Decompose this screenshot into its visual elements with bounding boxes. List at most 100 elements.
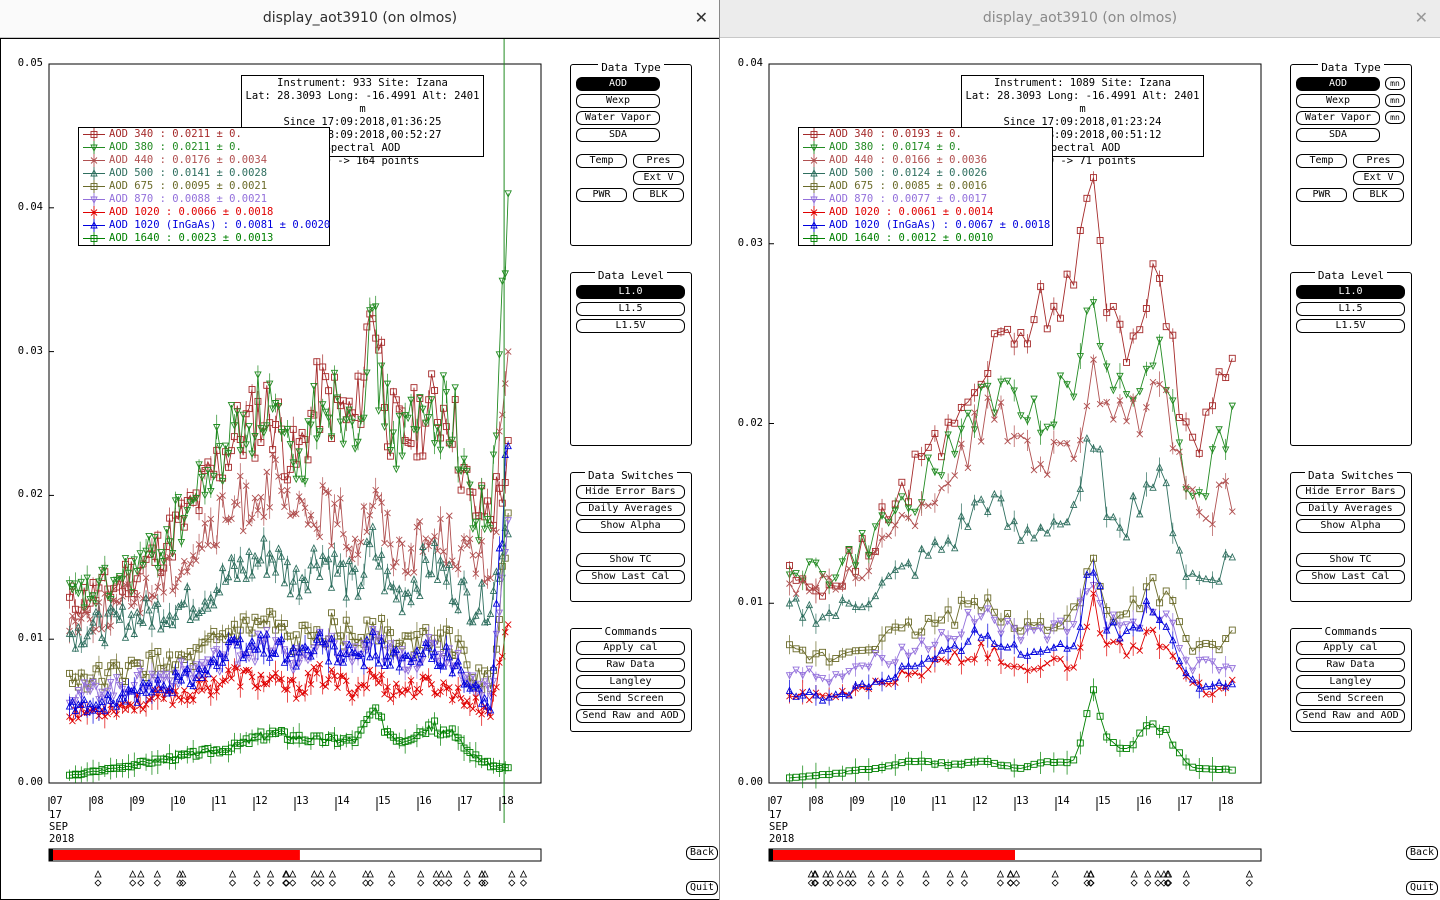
switch-button-show-tc[interactable]: Show TC — [576, 553, 685, 567]
data-type-button-pwr[interactable]: PWR — [1296, 188, 1347, 202]
data-point — [792, 570, 800, 578]
data-point — [957, 596, 965, 604]
switch-button-show-alpha[interactable]: Show Alpha — [576, 519, 685, 533]
switch-button-daily-averages[interactable]: Daily Averages — [576, 502, 685, 516]
data-point — [496, 428, 503, 435]
data-type-button-aod[interactable]: AOD — [576, 77, 660, 91]
switch-button-daily-averages[interactable]: Daily Averages — [1296, 502, 1405, 516]
command-button-langley[interactable]: Langley — [576, 675, 685, 689]
data-point — [1162, 386, 1170, 394]
back-button[interactable]: Back — [686, 846, 719, 860]
legend-series-value: : 0.0141 ± 0.0028 — [153, 167, 268, 179]
switch-button-hide-error-bars[interactable]: Hide Error Bars — [1296, 485, 1405, 499]
data-point — [785, 672, 794, 680]
data-type-button-temp[interactable]: Temp — [1296, 154, 1347, 168]
data-point — [66, 593, 73, 601]
data-type-button-pwr[interactable]: PWR — [576, 188, 627, 202]
data-point — [189, 552, 197, 559]
legend-series-value: : 0.0124 ± 0.0026 — [873, 167, 988, 179]
switch-button-hide-error-bars[interactable]: Hide Error Bars — [576, 485, 685, 499]
data-point — [378, 338, 386, 346]
mn-toggle[interactable]: mn — [1385, 77, 1405, 90]
command-button-raw-data[interactable]: Raw Data — [576, 658, 685, 672]
data-point — [1096, 342, 1104, 351]
data-point — [1122, 391, 1131, 399]
data-level-button-l15v[interactable]: L1.5V — [576, 319, 685, 333]
data-point — [825, 693, 833, 701]
command-button-raw-data[interactable]: Raw Data — [1296, 658, 1405, 672]
data-point — [295, 493, 303, 500]
data-point — [292, 564, 300, 572]
data-level-button-l15[interactable]: L1.5 — [1296, 302, 1405, 316]
data-point — [1030, 316, 1038, 324]
command-button-send-raw-and-aod[interactable]: Send Raw and AOD — [1296, 709, 1405, 723]
quit-button[interactable]: Quit — [1406, 881, 1439, 895]
data-point — [119, 593, 126, 600]
command-button-apply-cal[interactable]: Apply cal — [1296, 641, 1405, 655]
mn-toggle[interactable]: mn — [1385, 94, 1405, 107]
close-icon[interactable]: ✕ — [694, 8, 708, 27]
mn-toggle[interactable]: mn — [1385, 111, 1405, 124]
cal-marker-icon — [960, 870, 969, 887]
switch-button-show-tc[interactable]: Show TC — [1296, 553, 1405, 567]
switch-button-show-last-cal[interactable]: Show Last Cal — [1296, 570, 1405, 584]
data-point — [885, 626, 893, 634]
data-level-button-l15[interactable]: L1.5 — [576, 302, 685, 316]
legend-series-value: : 0.0077 ± 0.0017 — [873, 193, 988, 205]
data-point — [825, 608, 833, 616]
data-type-button-aod[interactable]: AOD — [1296, 77, 1380, 91]
data-point — [292, 645, 300, 653]
data-point — [71, 580, 80, 588]
legend-entry: AOD 500 : 0.0141 ± 0.0028 — [79, 167, 329, 180]
data-type-button-water-vapor[interactable]: Water Vapor — [576, 111, 660, 125]
data-point — [357, 416, 365, 424]
command-button-send-screen[interactable]: Send Screen — [1296, 692, 1405, 706]
data-type-button-water-vapor[interactable]: Water Vapor — [1296, 111, 1380, 125]
data-point — [77, 578, 86, 587]
command-button-send-screen[interactable]: Send Screen — [576, 692, 685, 706]
command-button-apply-cal[interactable]: Apply cal — [576, 641, 685, 655]
data-point — [442, 642, 451, 650]
command-button-send-raw-and-aod[interactable]: Send Raw and AOD — [576, 709, 685, 723]
data-point — [838, 650, 846, 658]
data-level-button-l15v[interactable]: L1.5V — [1296, 319, 1405, 333]
back-button[interactable]: Back — [1406, 846, 1439, 860]
data-point — [204, 541, 212, 549]
data-point — [832, 586, 840, 593]
data-point — [1036, 624, 1045, 633]
data-type-button-sda[interactable]: SDA — [1296, 128, 1380, 142]
ext-v-button[interactable]: Ext V — [1353, 171, 1404, 185]
data-point — [964, 637, 972, 645]
switch-button-show-alpha[interactable]: Show Alpha — [1296, 519, 1405, 533]
data-type-button-pres[interactable]: Pres — [633, 154, 684, 168]
data-type-button-sda[interactable]: SDA — [576, 128, 660, 142]
data-point — [1063, 517, 1071, 526]
data-point — [422, 535, 430, 542]
switch-button-show-last-cal[interactable]: Show Last Cal — [576, 570, 685, 584]
data-type-button-blk[interactable]: BLK — [633, 188, 684, 202]
data-point — [1010, 432, 1018, 440]
data-point — [475, 537, 483, 545]
data-point — [931, 468, 939, 477]
ext-v-button[interactable]: Ext V — [633, 171, 684, 185]
legend-entry: AOD 1640 : 0.0012 ± 0.0010 — [799, 232, 1052, 245]
data-point — [1030, 466, 1038, 474]
series-7 — [785, 560, 1237, 706]
command-button-langley[interactable]: Langley — [1296, 675, 1405, 689]
close-icon[interactable]: ✕ — [1414, 8, 1428, 27]
data-point — [160, 589, 168, 596]
data-level-button-l10[interactable]: L1.0 — [576, 285, 685, 299]
data-type-button-pres[interactable]: Pres — [1353, 154, 1404, 168]
data-level-button-l10[interactable]: L1.0 — [1296, 285, 1405, 299]
data-point — [310, 521, 318, 529]
data-type-button-wexp[interactable]: Wexp — [1296, 94, 1380, 108]
quit-button[interactable]: Quit — [686, 881, 719, 895]
legend-label: AOD 675 : 0.0085 ± 0.0016 — [829, 180, 987, 193]
data-point — [416, 688, 424, 696]
data-type-button-blk[interactable]: BLK — [1353, 188, 1404, 202]
data-point — [454, 650, 462, 658]
series-3 — [785, 434, 1237, 634]
data-type-button-temp[interactable]: Temp — [576, 154, 627, 168]
data-type-button-wexp[interactable]: Wexp — [576, 94, 660, 108]
data-point — [204, 604, 212, 612]
